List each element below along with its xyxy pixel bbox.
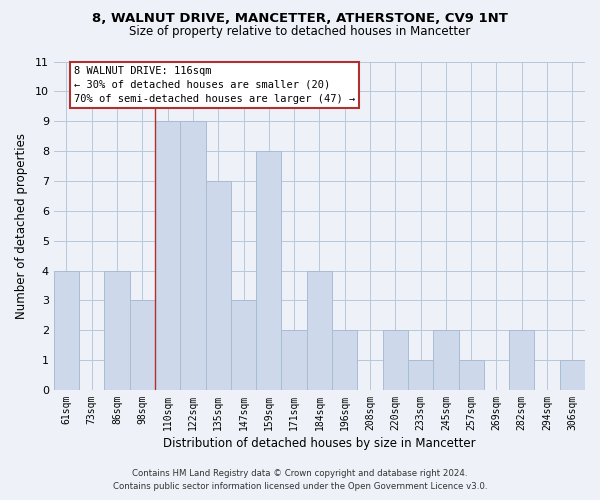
- Bar: [104, 270, 130, 390]
- Bar: [307, 270, 332, 390]
- Bar: [155, 121, 180, 390]
- Bar: [408, 360, 433, 390]
- Bar: [206, 181, 231, 390]
- Bar: [231, 300, 256, 390]
- Bar: [332, 330, 358, 390]
- Bar: [256, 151, 281, 390]
- Bar: [130, 300, 155, 390]
- Bar: [560, 360, 585, 390]
- Bar: [281, 330, 307, 390]
- Y-axis label: Number of detached properties: Number of detached properties: [15, 132, 28, 318]
- Bar: [433, 330, 458, 390]
- Bar: [180, 121, 206, 390]
- Bar: [54, 270, 79, 390]
- Text: Contains HM Land Registry data © Crown copyright and database right 2024.
Contai: Contains HM Land Registry data © Crown c…: [113, 470, 487, 491]
- Text: 8, WALNUT DRIVE, MANCETTER, ATHERSTONE, CV9 1NT: 8, WALNUT DRIVE, MANCETTER, ATHERSTONE, …: [92, 12, 508, 26]
- Text: Size of property relative to detached houses in Mancetter: Size of property relative to detached ho…: [130, 25, 470, 38]
- Bar: [383, 330, 408, 390]
- Text: 8 WALNUT DRIVE: 116sqm
← 30% of detached houses are smaller (20)
70% of semi-det: 8 WALNUT DRIVE: 116sqm ← 30% of detached…: [74, 66, 355, 104]
- Bar: [509, 330, 535, 390]
- Bar: [458, 360, 484, 390]
- X-axis label: Distribution of detached houses by size in Mancetter: Distribution of detached houses by size …: [163, 437, 476, 450]
